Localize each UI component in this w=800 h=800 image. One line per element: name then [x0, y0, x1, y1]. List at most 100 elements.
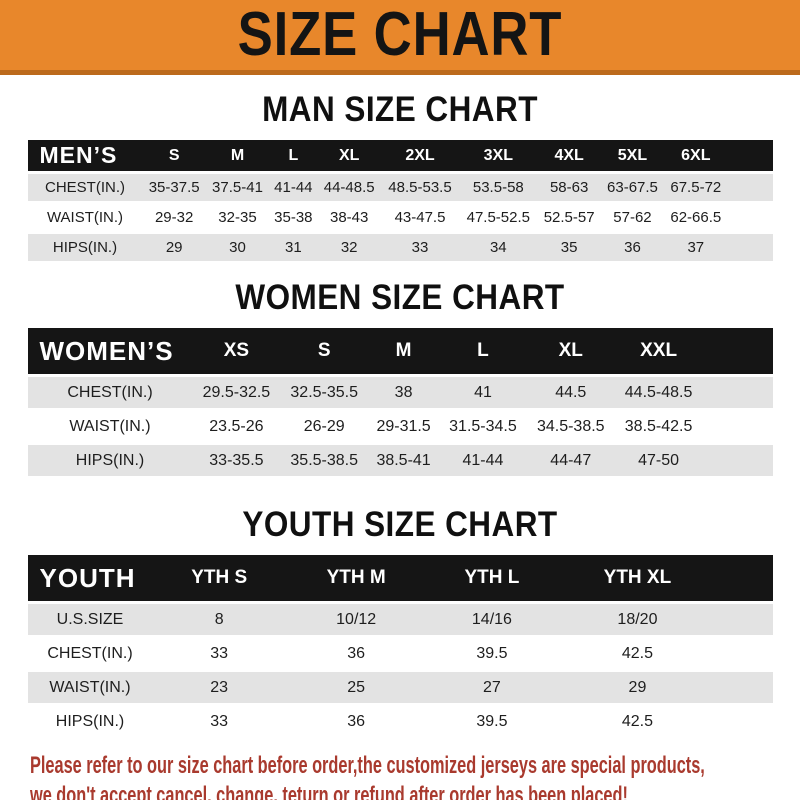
- row-label: HIPS(IN.): [55, 712, 125, 730]
- table-header-row: WOMEN’S XS S M L XL XXL: [27, 328, 773, 376]
- table-row: WAIST(IN.) 23 25 27 29: [27, 670, 773, 705]
- row-label: WAIST(IN.): [69, 417, 151, 435]
- spacer-cell: [727, 140, 773, 173]
- size-column-header: 4XL: [537, 140, 601, 173]
- table-row: HIPS(IN.) 29 30 31 32 33 34 35 36 37: [27, 232, 773, 261]
- size-value: 36: [600, 232, 665, 261]
- spacer-cell: [702, 328, 773, 376]
- table-title-cell: WOMEN’S: [27, 328, 193, 376]
- size-value: 44-47: [526, 443, 615, 476]
- size-value: 38: [368, 375, 440, 410]
- size-value: 29: [557, 670, 718, 705]
- size-value: 37: [664, 232, 728, 261]
- size-value: 41-44: [269, 172, 318, 203]
- row-label: HIPS(IN.): [27, 232, 143, 261]
- row-label: WAIST(IN.): [27, 670, 153, 705]
- men-size-table: MEN’S S M L XL 2XL 3XL 4XL 5XL 6XL CHEST(IN.) 35-37…: [27, 140, 773, 261]
- size-column-header: 6XL: [664, 140, 728, 173]
- size-value: 58-63: [537, 172, 601, 203]
- size-value: 44.5: [526, 375, 615, 410]
- size-value: 23.5-26: [209, 417, 264, 435]
- spacer-cell: [717, 670, 773, 705]
- size-value: 39.5: [476, 644, 508, 662]
- size-value: 57-62: [613, 209, 652, 226]
- footer-line-1: Please refer to our size chart before or…: [30, 752, 705, 779]
- size-value: 37.5-41: [205, 172, 270, 203]
- size-value: 47.5-52.5: [466, 209, 530, 226]
- table-row: CHEST(IN.) 35-37.5 37.5-41 41-44 44-48.5 48.5…: [27, 172, 773, 203]
- size-value: 23: [152, 670, 286, 705]
- spacer-cell: [717, 602, 773, 637]
- spacer-cell: [728, 203, 773, 233]
- row-label: WAIST(IN.): [46, 209, 124, 226]
- size-value: 63-67.5: [600, 172, 665, 203]
- size-column-header: S: [142, 140, 206, 173]
- size-column-header: 2XL: [380, 140, 460, 173]
- size-value: 42.5: [621, 644, 654, 662]
- size-value: 62-66.5: [670, 209, 722, 226]
- spacer-cell: [717, 555, 773, 603]
- size-value: 43-47.5: [394, 209, 446, 226]
- size-column-header: 3XL: [459, 140, 538, 173]
- size-column-header: L: [269, 140, 318, 173]
- size-value: 26-29: [303, 417, 345, 435]
- row-label: CHEST(IN.): [27, 172, 143, 203]
- size-column-header: YTH L: [426, 555, 558, 603]
- table-title-cell: MEN’S: [27, 140, 143, 173]
- table-row: HIPS(IN.) 33-35.5 35.5-38.5 38.5-41 41-44 44-…: [27, 443, 773, 476]
- row-label: CHEST(IN.): [47, 644, 133, 662]
- size-chart-banner: SIZE CHART: [0, 0, 800, 75]
- banner-title: SIZE CHART: [237, 0, 563, 69]
- table-row: CHEST(IN.) 29.5-32.5 32.5-35.5 38 41 44.5 44.5…: [27, 375, 773, 410]
- size-value: 18/20: [557, 602, 718, 637]
- size-value: 38-43: [329, 209, 369, 226]
- size-value: 29-32: [154, 209, 194, 226]
- size-value: 35-37.5: [142, 172, 206, 203]
- table-header-row: YOUTH YTH S YTH M YTH L YTH XL: [27, 555, 773, 603]
- table-title-cell: YOUTH: [27, 555, 153, 603]
- size-value: 32: [317, 232, 381, 261]
- youth-section-heading: YOUTH SIZE CHART: [242, 505, 558, 544]
- size-value: 32.5-35.5: [280, 375, 369, 410]
- spacer-cell: [718, 637, 773, 671]
- size-value: 33: [210, 712, 229, 730]
- size-column-header: YTH S: [152, 555, 286, 603]
- size-value: 33-35.5: [192, 443, 281, 476]
- size-column-header: XL: [317, 140, 381, 173]
- size-column-header: M: [368, 328, 440, 376]
- table-row: HIPS(IN.) 33 36 39.5 42.5: [27, 704, 773, 738]
- size-column-header: M: [205, 140, 270, 173]
- man-section-heading: MAN SIZE CHART: [262, 90, 538, 129]
- size-value: 38.5-41: [368, 443, 440, 476]
- youth-size-table: YOUTH YTH S YTH M YTH L YTH XL U.S.SIZE 8 10/12…: [27, 555, 773, 738]
- size-value: 35.5-38.5: [280, 443, 369, 476]
- size-value: 38.5-42.5: [624, 417, 693, 435]
- size-value: 67.5-72: [664, 172, 728, 203]
- size-value: 39.5: [476, 712, 508, 730]
- women-size-table: WOMEN’S XS S M L XL XXL CHEST(IN.) 29.5-32.5 32.5…: [27, 328, 773, 476]
- size-value: 41: [439, 375, 527, 410]
- size-column-header: 5XL: [600, 140, 665, 173]
- size-value: 8: [152, 602, 286, 637]
- size-value: 31: [269, 232, 318, 261]
- size-value: 30: [205, 232, 270, 261]
- footer-note: Please refer to our size chart before or…: [30, 751, 800, 800]
- size-value: 34.5-38.5: [536, 417, 605, 435]
- table-row: WAIST(IN.) 23.5-26 26-29 29-31.5 31.5-34.5 34…: [27, 409, 773, 444]
- size-value: 14/16: [426, 602, 558, 637]
- size-value: 44-48.5: [317, 172, 381, 203]
- size-column-header: L: [439, 328, 527, 376]
- size-value: 29-31.5: [376, 417, 431, 435]
- spacer-cell: [702, 443, 773, 476]
- row-label: CHEST(IN.): [27, 375, 193, 410]
- table-header-row: MEN’S S M L XL 2XL 3XL 4XL 5XL 6XL: [27, 140, 773, 173]
- table-row: CHEST(IN.) 33 36 39.5 42.5: [27, 636, 773, 671]
- size-value: 41-44: [439, 443, 527, 476]
- size-value: 32-35: [218, 209, 257, 226]
- spacer-cell: [727, 232, 773, 261]
- footer-line-2: we don't accept cancel, change, teturn o…: [30, 782, 628, 800]
- size-value: 33: [210, 644, 229, 662]
- size-value: 44.5-48.5: [614, 375, 703, 410]
- size-value: 33: [380, 232, 460, 261]
- spacer-cell: [702, 375, 773, 410]
